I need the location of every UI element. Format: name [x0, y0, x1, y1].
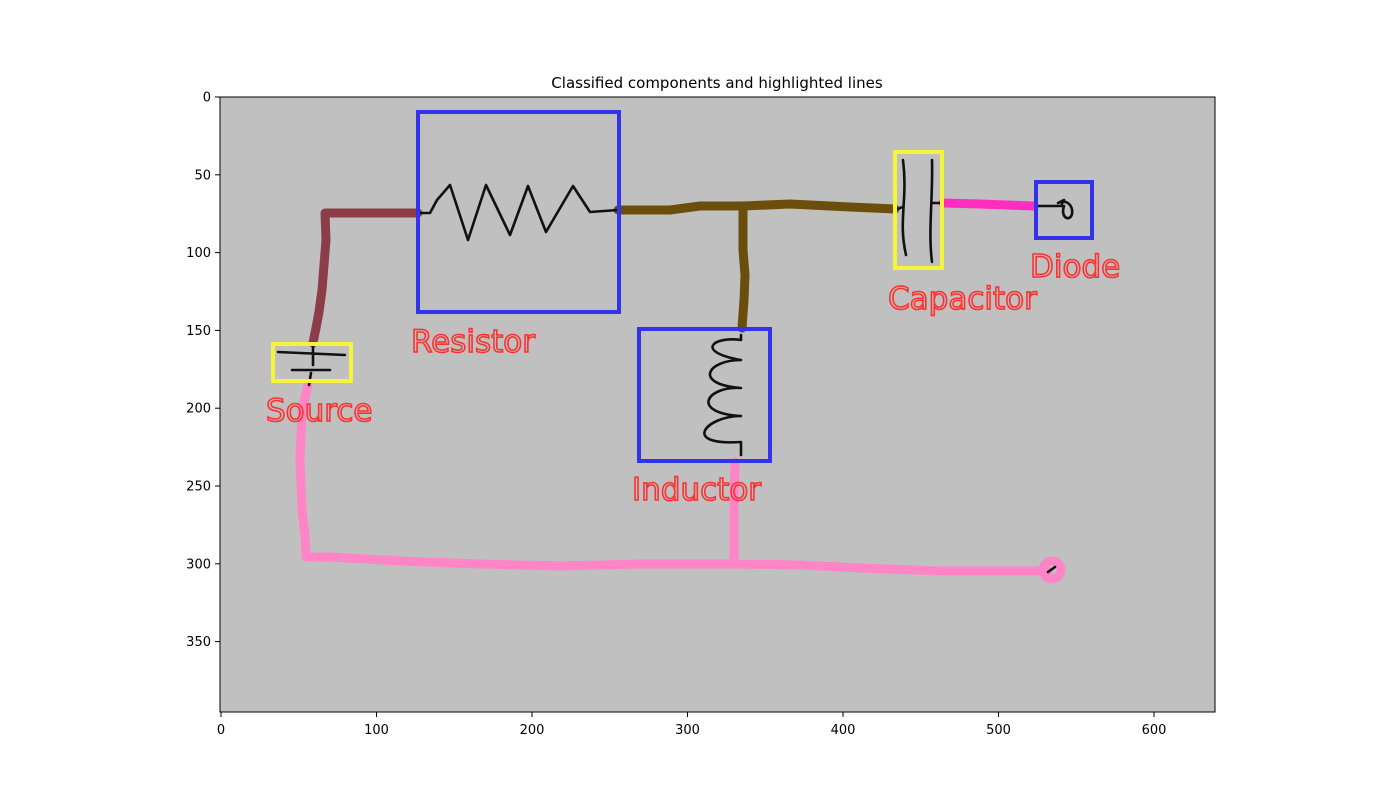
line-source-return: [295, 380, 1053, 576]
x-tick-label: 0: [217, 723, 225, 738]
figure-title: Classified components and highlighted li…: [551, 74, 883, 92]
line-inductor-return: [729, 457, 740, 569]
sketches: [276, 158, 1074, 574]
inductor-box: [637, 327, 772, 463]
y-tick-label: 200: [186, 402, 211, 417]
y-tick-label: 150: [186, 324, 211, 339]
inductor-label: Inductor: [632, 472, 761, 508]
resistor-sketch: [416, 183, 620, 242]
y-tick-label: 300: [186, 557, 211, 572]
resistor-label: Resistor: [411, 324, 535, 360]
terminal-sketch: [1046, 565, 1057, 574]
x-tick-label: 500: [986, 723, 1011, 738]
y-tick-label: 250: [186, 480, 211, 495]
x-tick-label: 400: [831, 723, 856, 738]
diode-box: [1034, 180, 1094, 240]
x-tick-label: 100: [364, 723, 389, 738]
y-tick-label: 350: [186, 635, 211, 650]
capacitor-box: [893, 150, 944, 270]
image-area: [220, 97, 1215, 712]
source-sketch: [276, 341, 347, 387]
x-axis: 0 100 200 300 400 500 600: [217, 712, 1167, 738]
source-label: Source: [266, 393, 372, 429]
y-axis: 0 50 100 150 200 250 300 350: [186, 91, 220, 650]
y-tick-label: 100: [186, 246, 211, 261]
line-junction-inductor: [737, 201, 750, 333]
axes-frame: [219, 96, 1216, 713]
capacitor-sketch: [895, 158, 945, 264]
y-tick-label: 0: [203, 91, 211, 106]
diode-label: Diode: [1030, 249, 1120, 285]
line-capacitor-diode: [938, 198, 1039, 211]
inductor-sketch: [703, 333, 743, 457]
line-source-resistor: [308, 208, 423, 348]
capacitor-label: Capacitor: [888, 281, 1037, 317]
bounding-boxes: [271, 110, 1094, 463]
x-tick-label: 600: [1142, 723, 1167, 738]
source-box: [271, 342, 353, 383]
highlighted-lines: [295, 198, 1066, 584]
component-labels: Resistor Inductor Diode Capacitor Source: [265, 248, 1121, 509]
resistor-box: [416, 110, 621, 314]
y-tick-label: 50: [194, 168, 211, 183]
line-terminal-loop: [1038, 556, 1066, 584]
diode-sketch: [1034, 198, 1074, 220]
x-tick-label: 200: [520, 723, 545, 738]
x-tick-label: 300: [675, 723, 700, 738]
